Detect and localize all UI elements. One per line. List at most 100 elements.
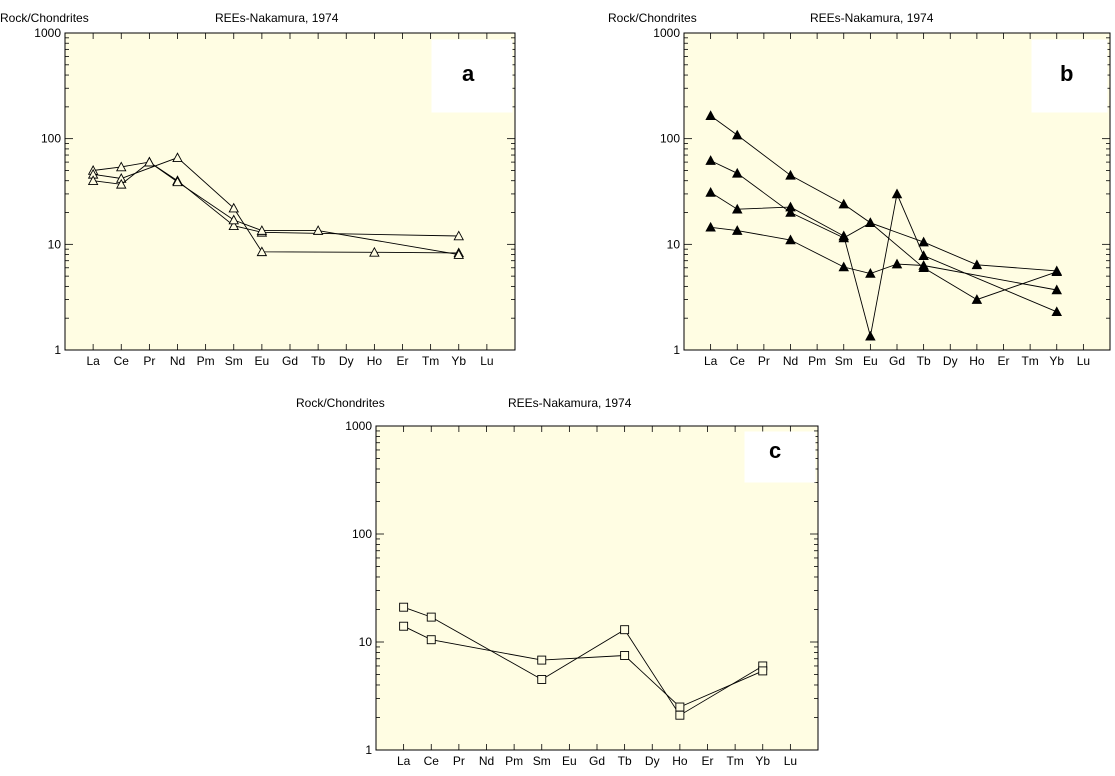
panel-label: c (769, 438, 781, 463)
series-line (710, 115, 1057, 272)
data-point-marker (620, 625, 630, 635)
x-tick-label-ce: Ce (424, 754, 440, 768)
y-tick-label: 10 (359, 635, 373, 649)
x-tick-label-eu: Eu (562, 754, 577, 768)
data-point-marker (731, 129, 743, 140)
data-point-marker (426, 612, 436, 622)
y-tick-label: 1000 (345, 419, 372, 433)
chart-header: REEs-Nakamura, 1974 (215, 11, 339, 25)
x-tick-label-nd: Nd (170, 354, 185, 368)
data-point-marker (705, 155, 716, 165)
x-tick-label-lu: Lu (784, 754, 797, 768)
data-point-marker (426, 635, 436, 645)
data-point-marker (865, 330, 876, 341)
data-point-marker (537, 675, 547, 684)
data-point-marker (838, 198, 850, 209)
y-axis-label: Rock/Chondrites (608, 11, 697, 25)
data-point-marker (399, 621, 409, 631)
data-point-marker (144, 156, 155, 167)
y-axis-label: Rock/Chondrites (296, 396, 385, 410)
panel-label-box (744, 431, 816, 483)
series-3 (87, 156, 465, 259)
data-point-marker (453, 249, 465, 259)
series-line (403, 606, 764, 716)
panel-label-box (1031, 39, 1108, 113)
data-point-marker (369, 246, 380, 257)
x-tick-label-ce: Ce (114, 354, 130, 368)
series-4 (705, 221, 1063, 295)
series-line (710, 226, 1057, 291)
data-point-marker (399, 602, 409, 612)
x-tick-label-eu: Eu (863, 354, 878, 368)
data-point-marker (675, 702, 685, 712)
y-tick-label: 1 (365, 743, 372, 757)
data-point-marker (675, 710, 685, 720)
y-tick-label: 100 (660, 132, 680, 146)
panel-label: b (1060, 61, 1073, 86)
x-tick-label-la: La (86, 354, 100, 368)
y-axis-label: Rock/Chondrites (0, 11, 89, 25)
x-tick-label-yb: Yb (755, 754, 770, 768)
data-point-marker (865, 268, 876, 278)
series-line (710, 192, 1057, 337)
data-point-marker (918, 250, 929, 261)
data-point-marker (705, 221, 716, 232)
x-tick-label-eu: Eu (255, 354, 270, 368)
data-point-marker (918, 260, 929, 270)
chart-header: REEs-Nakamura, 1974 (810, 11, 934, 25)
x-tick-label-gd: Gd (889, 354, 905, 368)
x-tick-label-er: Er (702, 754, 714, 768)
data-point-marker (1051, 266, 1063, 277)
series-3 (705, 186, 1063, 341)
x-tick-label-nd: Nd (479, 754, 494, 768)
data-point-marker (758, 666, 768, 676)
series-1 (399, 602, 768, 720)
data-point-marker (256, 246, 268, 257)
data-point-marker (537, 655, 547, 665)
x-tick-label-tb: Tb (311, 354, 325, 368)
x-tick-label-tm: Tm (726, 754, 743, 768)
y-tick-label: 10 (667, 237, 681, 251)
y-tick-label: 1 (673, 343, 680, 357)
data-point-marker (453, 230, 465, 241)
x-tick-label-la: La (397, 754, 411, 768)
data-point-marker (1051, 284, 1063, 295)
x-tick-label-tb: Tb (917, 354, 931, 368)
data-point-marker (785, 201, 796, 212)
x-tick-label-ce: Ce (730, 354, 746, 368)
data-point-marker (228, 202, 240, 213)
x-tick-label-ho: Ho (672, 754, 688, 768)
data-point-marker (891, 258, 903, 269)
data-point-marker (891, 188, 903, 199)
x-tick-label-nd: Nd (783, 354, 798, 368)
data-point-marker (731, 225, 743, 235)
data-point-marker (971, 259, 983, 270)
data-point-marker (172, 176, 183, 187)
panel-label: a (462, 61, 475, 86)
data-point-marker (785, 207, 796, 217)
series-line (403, 625, 763, 708)
data-point-marker (620, 651, 630, 660)
x-tick-label-sm: Sm (225, 354, 243, 368)
data-point-marker (731, 203, 743, 214)
series-2 (399, 621, 768, 712)
data-point-marker (705, 186, 716, 197)
x-tick-label-dy: Dy (943, 354, 958, 368)
x-tick-label-lu: Lu (480, 354, 493, 368)
x-tick-label-ho: Ho (969, 354, 985, 368)
data-point-marker (256, 225, 268, 235)
data-point-marker (865, 217, 876, 228)
chart-panel-b: 1 10 100 1000 La Ce Pr Nd Pm Sm Eu Gd Tb Dy Ho Er Tm Yb Lu… (608, 11, 1111, 368)
chart-header: REEs-Nakamura, 1974 (508, 396, 632, 410)
chart-panel-a: 1 10 100 1000 La Ce Pr Nd Pm Sm Eu Gd Tb Dy Ho Er Tm Yb Lu… (0, 11, 516, 368)
data-point-marker (1051, 306, 1063, 317)
x-tick-label-la: La (704, 354, 718, 368)
chart-panel-c: 1 10 100 1000 La Ce Pr Nd Pm Sm Eu Gd Tb Dy Ho Er Tm Yb Lu… (296, 396, 819, 768)
y-tick-label: 10 (48, 237, 62, 251)
x-tick-label-pm: Pm (197, 354, 215, 368)
data-point-marker (971, 294, 983, 304)
x-tick-label-sm: Sm (835, 354, 853, 368)
x-tick-label-tm: Tm (1021, 354, 1038, 368)
x-tick-label-pr: Pr (758, 354, 770, 368)
